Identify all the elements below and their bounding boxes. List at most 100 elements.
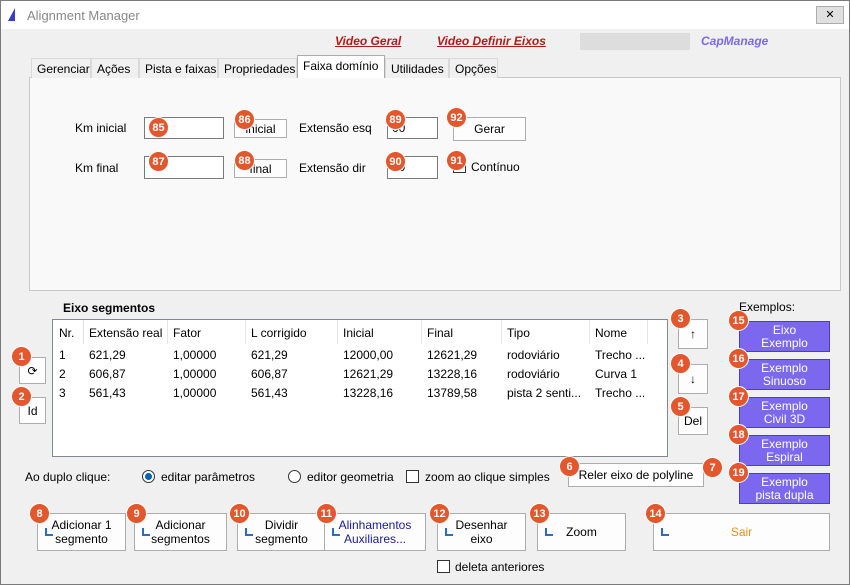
column-header[interactable]: Tipo	[507, 326, 530, 340]
button-text: pista dupla	[755, 487, 814, 502]
cell: 12621,29	[343, 367, 394, 381]
tab[interactable]: Faixa domínio	[297, 55, 385, 78]
column-divider	[421, 320, 422, 344]
example-button[interactable]: Exemplo Civil 3D	[739, 397, 830, 428]
tab-panel	[29, 77, 841, 291]
button-text: Exemplo	[761, 436, 808, 451]
tab[interactable]: Opções	[449, 58, 498, 78]
badge: 13	[529, 503, 550, 524]
button[interactable]: Reler eixo de polyline	[568, 463, 704, 487]
button-text: segmentos	[151, 532, 210, 546]
badge: 14	[645, 503, 666, 524]
cell: 1	[59, 348, 66, 362]
icon	[332, 528, 340, 536]
badge: 10	[229, 503, 250, 524]
badge: 91	[446, 150, 467, 171]
badge: 2	[11, 386, 32, 407]
placeholder	[580, 33, 690, 50]
badge: 11	[316, 503, 337, 524]
cell: pista 2 senti...	[507, 386, 582, 400]
cell: rodoviário	[507, 367, 560, 381]
example-button[interactable]: Exemplo Sinuoso	[739, 359, 830, 390]
link[interactable]: Video Geral	[335, 34, 402, 48]
badge: 89	[385, 109, 406, 130]
cell: rodoviário	[507, 348, 560, 362]
button[interactable]: Zoom	[537, 513, 626, 551]
link[interactable]: CapManage	[701, 34, 769, 48]
button-text: Civil 3D	[763, 411, 806, 426]
cell: 12621,29	[427, 348, 478, 362]
badge: 88	[234, 150, 255, 171]
button[interactable]: Desenhar eixo	[437, 513, 526, 551]
badge: 17	[728, 386, 749, 407]
cell: 1,00000	[173, 367, 217, 381]
column-divider	[337, 320, 338, 344]
button-text: segmento	[255, 532, 308, 546]
button[interactable]: Adicionar 1 segmento	[37, 513, 126, 551]
button-text: Alinhamentos	[338, 518, 412, 532]
segments-list[interactable]: Nr. Extensão real Fator L corrigido Inicial F…	[52, 319, 668, 457]
column-header[interactable]: Inicial	[343, 326, 374, 340]
section-title: Eixo segmentos	[63, 301, 156, 315]
radio[interactable]	[288, 470, 301, 483]
button[interactable]: Alinhamentos Auxiliares...	[324, 513, 426, 551]
badge: 1	[11, 346, 32, 367]
button-text: Adicionar 1	[51, 518, 112, 532]
button-text: Exemplo	[761, 398, 808, 413]
label: editor geometria	[307, 470, 394, 484]
tab[interactable]: Gerenciar	[31, 58, 91, 78]
column-divider	[167, 320, 168, 344]
column-divider	[589, 320, 590, 344]
cell: Curva 1	[595, 367, 638, 381]
badge: 9	[126, 503, 147, 524]
button[interactable]: Dividir segmento	[237, 513, 326, 551]
label: Ao duplo clique:	[25, 470, 111, 484]
cell: 13228,16	[427, 367, 478, 381]
checkbox[interactable]	[406, 470, 419, 483]
button[interactable]: Id	[19, 397, 46, 424]
button-text: Auxiliares...	[343, 532, 407, 546]
cell: 621,29	[251, 348, 288, 362]
badge: 12	[429, 503, 450, 524]
link[interactable]: Video Definir Eixos	[437, 34, 546, 48]
label: deleta anteriores	[455, 560, 545, 574]
button[interactable]: Sair	[653, 513, 830, 551]
badge: 18	[728, 424, 749, 445]
column-header[interactable]: Fator	[173, 326, 202, 340]
column-header[interactable]: Extensão real	[89, 326, 163, 340]
column-header[interactable]: L corrigido	[251, 326, 307, 340]
badge: 5	[670, 396, 691, 417]
label: Extensão dir	[299, 161, 366, 175]
column-header[interactable]: Nome	[595, 326, 628, 340]
tab[interactable]: Pista e faixas	[139, 58, 218, 78]
example-button[interactable]: Eixo Exemplo	[739, 321, 830, 352]
column-header[interactable]: Nr.	[59, 326, 75, 340]
cell: 12000,00	[343, 348, 394, 362]
button[interactable]: Adicionar segmentos	[134, 513, 227, 551]
example-button[interactable]: Exemplo Espiral	[739, 435, 830, 466]
button-text: Adicionar	[155, 518, 206, 532]
radio[interactable]	[142, 470, 155, 483]
button-text: Exemplo	[761, 360, 808, 375]
icon	[661, 528, 669, 536]
icon	[45, 528, 53, 536]
label: Km final	[75, 161, 119, 175]
label: Km inicial	[75, 121, 127, 135]
badge: 6	[559, 456, 580, 477]
checkbox[interactable]	[437, 560, 450, 573]
badge: 4	[670, 353, 691, 374]
column-divider	[83, 320, 84, 344]
button-text: Sair	[730, 525, 753, 539]
cell: 606,87	[251, 367, 288, 381]
example-button[interactable]: Exemplo pista dupla	[739, 473, 830, 504]
tab[interactable]: Ações	[91, 58, 139, 78]
badge: 87	[148, 151, 169, 172]
title-bar	[1, 1, 849, 29]
tab[interactable]: Propriedades	[218, 58, 297, 78]
column-header[interactable]: Final	[427, 326, 454, 340]
close-button[interactable]: ✕	[816, 6, 844, 24]
column-divider	[501, 320, 502, 344]
badge: 90	[385, 151, 406, 172]
tab[interactable]: Utilidades	[385, 58, 449, 78]
app-icon	[8, 8, 15, 21]
